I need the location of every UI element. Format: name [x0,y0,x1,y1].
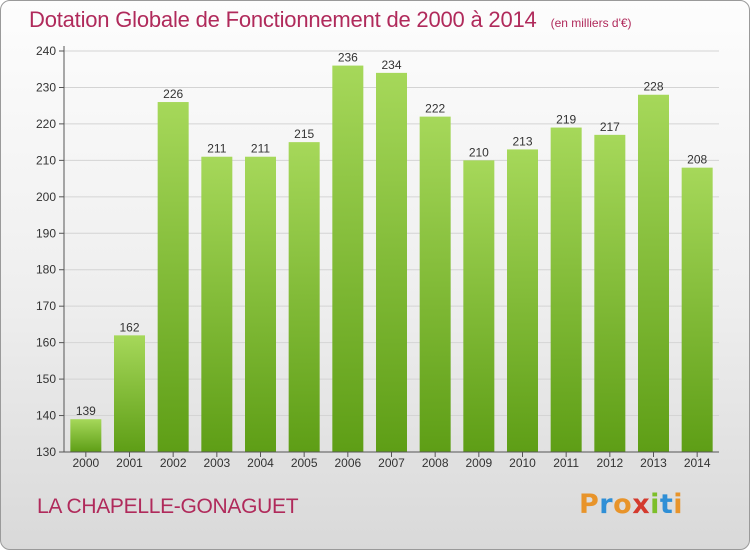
bar-value-label: 139 [76,404,96,418]
y-tick-label: 220 [36,117,56,131]
x-tick-label: 2014 [684,456,711,470]
y-tick-label: 230 [36,80,56,94]
bar-value-label: 213 [512,134,532,148]
bar [288,142,320,453]
bar [70,419,102,452]
bar [245,156,276,452]
bar-value-label: 219 [556,113,576,127]
logo-letter: x [632,489,651,520]
x-tick-label: 2010 [509,456,536,470]
y-tick-label: 180 [36,263,56,277]
bar-value-label: 236 [338,51,358,65]
bar [681,167,713,452]
bar [157,102,189,452]
chart-title: Dotation Globale de Fonctionnement de 20… [29,7,537,32]
logo-letter: r [599,489,614,520]
x-tick-label: 2002 [160,456,187,470]
x-tick-label: 2001 [116,456,143,470]
title-row: Dotation Globale de Fonctionnement de 20… [29,7,632,33]
bar [332,65,364,452]
y-tick-label: 130 [36,445,56,459]
bar-value-label: 234 [381,58,401,72]
y-tick-label: 150 [36,372,56,386]
x-tick-label: 2006 [334,456,361,470]
bar-value-label: 222 [425,102,445,116]
x-tick-label: 2013 [640,456,667,470]
bar [201,156,233,452]
x-tick-label: 2008 [422,456,449,470]
y-tick-label: 240 [36,44,56,58]
y-tick-label: 190 [36,226,56,240]
x-tick-label: 2005 [291,456,318,470]
bar [507,149,538,452]
bar-value-label: 162 [119,320,139,334]
y-tick-label: 170 [36,299,56,313]
bar-value-label: 226 [163,87,183,101]
bar [419,116,451,453]
y-tick-label: 200 [36,190,56,204]
x-tick-label: 2004 [247,456,274,470]
bar-value-label: 211 [207,142,226,156]
bar-value-label: 210 [469,145,489,159]
x-tick-label: 2009 [465,456,492,470]
x-tick-label: 2011 [553,456,579,470]
bar-value-label: 217 [600,120,620,134]
y-tick-label: 210 [36,153,56,167]
bar [550,127,582,453]
y-tick-label: 160 [36,336,56,350]
y-tick-label: 140 [36,409,56,423]
commune-name: LA CHAPELLE-GONAGUET [37,495,299,518]
bar [638,94,669,452]
x-tick-label: 2012 [596,456,623,470]
bar [114,335,145,452]
chart-subtitle: (en milliers d'€) [550,16,632,30]
bar [376,72,407,452]
bar-value-label: 208 [687,153,707,167]
logo-letter: i [673,489,684,520]
bar-value-label: 211 [251,142,270,156]
x-tick-label: 2000 [72,456,99,470]
bar-value-label: 215 [294,127,314,141]
proxiti-logo: Proxiti [579,489,683,520]
bar-value-label: 228 [643,80,663,94]
logo-letter: t [659,489,674,520]
bar [463,160,495,452]
logo-letter: o [613,489,633,520]
logo-letter: P [579,489,600,520]
x-tick-label: 2007 [378,456,405,470]
bar [594,134,626,452]
x-tick-label: 2003 [203,456,230,470]
logo-letter: i [650,489,660,520]
